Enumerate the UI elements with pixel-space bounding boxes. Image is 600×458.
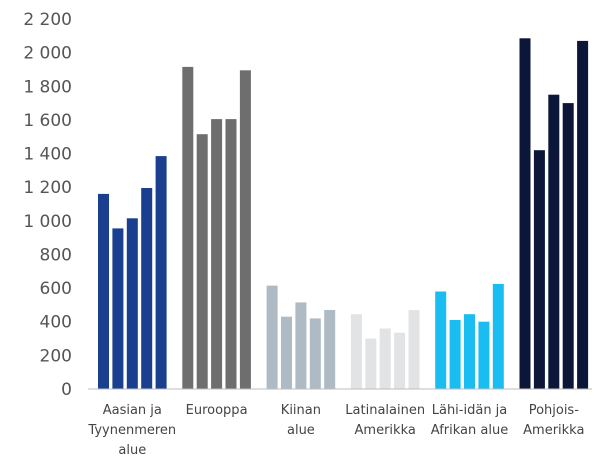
x-category-label: Lähi-idän ja Afrikan alue [431,403,508,438]
bar [533,150,545,389]
bar [309,318,321,389]
x-category-label: Kiinan alue [281,403,321,438]
x-category-label-line: Lähi-idän ja [432,403,508,418]
y-tick-label: 600 [40,279,72,299]
bar [182,66,194,390]
bar [350,314,362,389]
bar [98,193,109,389]
bar [324,310,336,389]
bar [519,38,531,390]
x-category-label: Eurooppa [186,403,248,418]
bar [562,103,574,389]
bar [266,285,278,389]
x-category-label: Aasian ja Tyynenmeren alue [87,403,176,458]
bar [464,314,475,389]
bar [577,40,589,390]
bar [239,70,251,390]
x-category-label-line: Aasian ja [103,403,162,418]
bar [365,338,377,389]
y-tick-label: 2 000 [23,44,72,64]
x-category-label: Latinalainen Amerikka [345,403,425,438]
y-tick-label: 1 800 [23,77,72,97]
y-tick-label: 1 400 [23,145,72,165]
y-tick-label: 2 200 [23,10,72,30]
bar [211,119,223,389]
bars [98,38,589,390]
x-category-label-line: Amerikka [523,423,584,438]
x-category-label-line: alue [118,443,146,458]
x-axis-labels: Aasian ja Tyynenmeren alue Eurooppa Kiinan al… [87,403,584,458]
bar [478,321,490,389]
x-category-label: Pohjois- Amerikka [523,403,584,438]
bar [225,119,237,389]
y-tick-label: 200 [40,346,72,366]
x-category-label-line: Eurooppa [186,403,248,418]
bar [196,134,208,389]
x-category-label-line: Kiinan [281,403,321,418]
y-tick-label: 1 200 [23,178,72,198]
bar [492,283,504,389]
x-category-label-line: Amerikka [355,423,416,438]
bar [435,291,447,389]
x-category-label-line: alue [287,423,315,438]
bar [112,228,124,389]
x-category-label-line: Afrikan alue [431,423,508,438]
bar [394,332,406,389]
y-tick-label: 1 000 [23,212,72,232]
bar [379,328,391,389]
x-category-label-line: Latinalainen [345,403,425,418]
y-tick-label: 400 [40,313,72,333]
x-category-label-line: Pohjois- [529,403,580,418]
y-tick-label: 1 600 [23,111,72,131]
x-category-label-line: Tyynenmeren [87,423,176,438]
bar [281,316,292,389]
bar [408,310,420,389]
bar [295,302,307,389]
bar [126,218,138,389]
y-tick-label: 800 [40,245,72,265]
bar [155,156,167,389]
bar [548,94,560,389]
bar [449,320,461,389]
bar [141,188,153,389]
y-tick-label: 0 [61,380,72,400]
y-axis-ticks: 0 200 400 600 800 1 000 1 200 1 400 1 600 1 800 2 … [23,10,72,400]
